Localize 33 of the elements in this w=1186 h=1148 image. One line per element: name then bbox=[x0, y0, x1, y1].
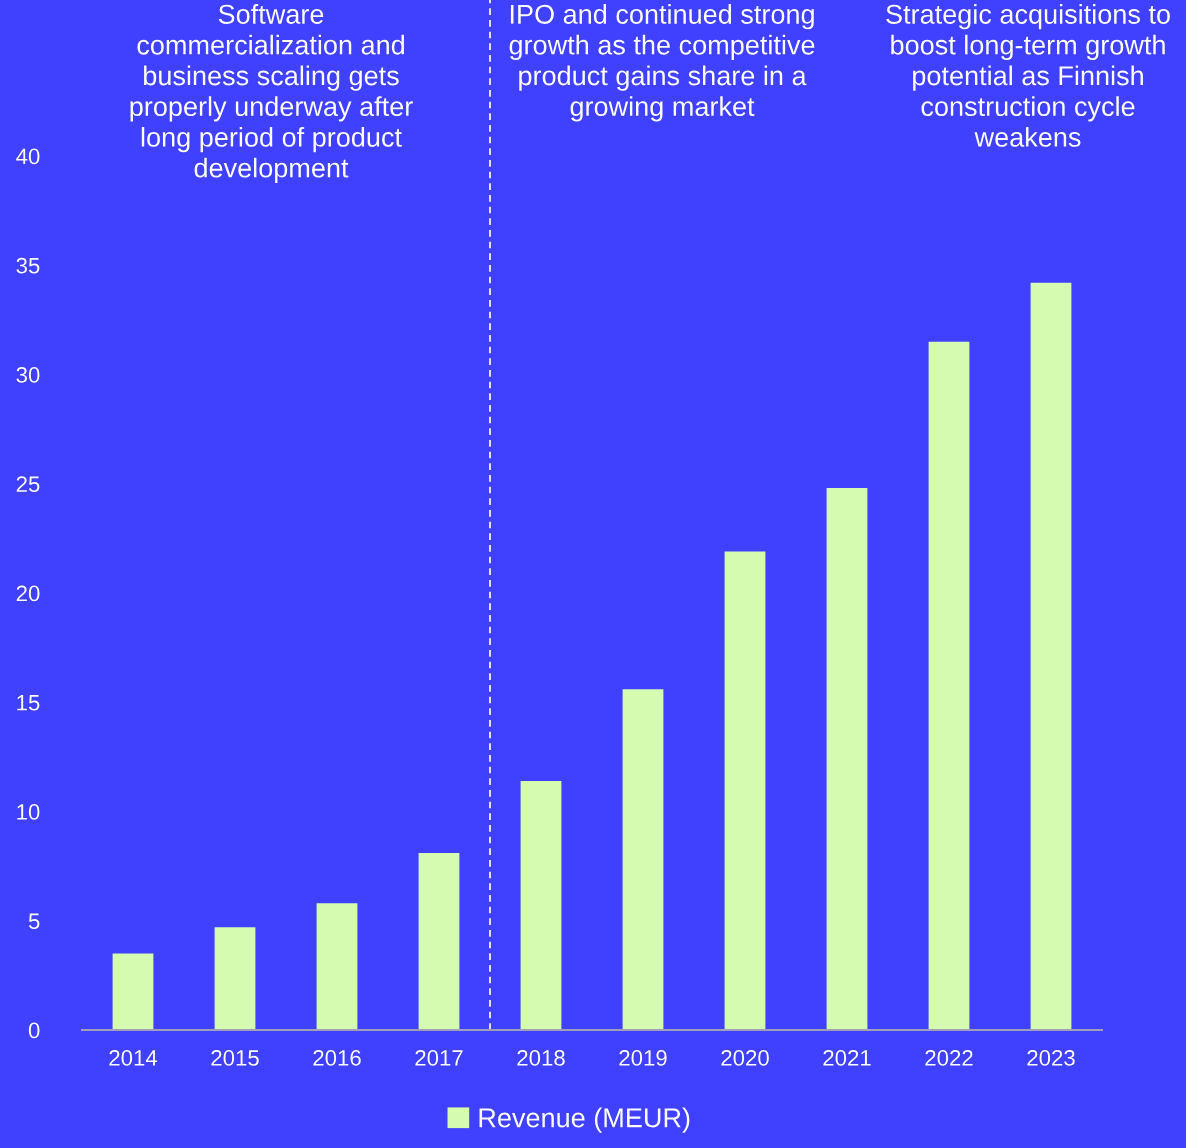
bar bbox=[520, 780, 562, 1030]
annotation: Software commercialization and business scaling gets properly underway after long period of product development bbox=[130, 4, 413, 183]
y-tick-label: 35 bbox=[16, 257, 40, 274]
y-tick-label: 30 bbox=[16, 367, 40, 383]
bar bbox=[622, 689, 664, 1030]
x-tick-label: 2017 bbox=[415, 1050, 463, 1066]
x-tick-label: 2018 bbox=[517, 1050, 565, 1066]
x-tick-label: 2021 bbox=[823, 1050, 871, 1066]
y-tick-label: 40 bbox=[16, 148, 40, 165]
bar bbox=[316, 903, 358, 1030]
text: IPO and continued strong growth as the competitive product gains share in a growing market bbox=[509, 4, 815, 122]
legend-label: Revenue (MEUR) bbox=[479, 1107, 690, 1133]
x-tick-label: 2014 bbox=[109, 1050, 158, 1066]
x-tick-label: 2022 bbox=[925, 1050, 973, 1066]
y-tick-label: 5 bbox=[28, 913, 40, 930]
x-tick-label: 2019 bbox=[619, 1050, 667, 1066]
bar bbox=[1030, 282, 1072, 1030]
bar bbox=[418, 853, 460, 1030]
y-tick-label: 20 bbox=[16, 585, 40, 602]
x-tick-label: 2015 bbox=[211, 1050, 259, 1066]
y-tick-label: 10 bbox=[17, 804, 40, 820]
x-tick-label: 2020 bbox=[721, 1050, 769, 1066]
x-tick-label: 2016 bbox=[313, 1050, 361, 1066]
bar bbox=[724, 551, 766, 1030]
y-tick-label: 25 bbox=[16, 476, 40, 493]
bar bbox=[112, 953, 154, 1030]
text: Strategic acquisitions to boost long-term growth potential as Finnish construction cycle weakens bbox=[886, 4, 1170, 147]
bar bbox=[214, 927, 256, 1030]
y-tick-label: 0 bbox=[28, 1022, 40, 1039]
bar bbox=[826, 488, 868, 1030]
x-tick-label: 2023 bbox=[1027, 1050, 1075, 1066]
bar bbox=[928, 341, 970, 1030]
y-tick-label: 15 bbox=[17, 695, 40, 711]
